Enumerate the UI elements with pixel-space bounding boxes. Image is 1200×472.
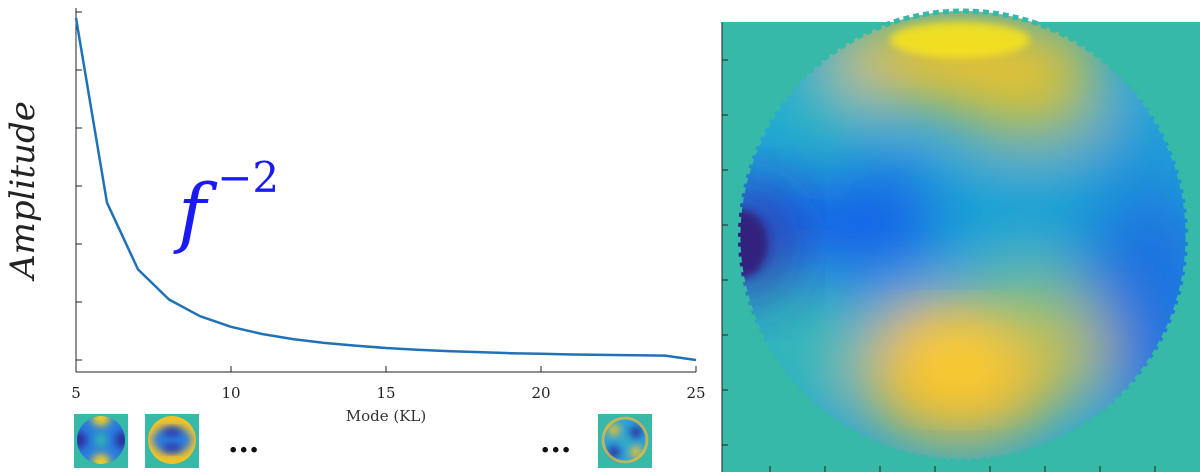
x-tick-labels: 5 10 15 20 25 — [71, 384, 705, 402]
mode-thumbnail-25 — [598, 414, 652, 468]
power-law-annotation: f −2 — [173, 153, 279, 256]
y-axis-title: Amplitude — [3, 101, 43, 282]
x-axis-title: Mode (KL) — [346, 407, 427, 425]
x-tick-label-20: 20 — [531, 384, 550, 402]
amplitude-series-line — [74, 17, 697, 362]
annotation-base: f — [173, 167, 218, 256]
x-tick-label-25: 25 — [686, 384, 705, 402]
x-tick-label-10: 10 — [221, 384, 240, 402]
annotation-exponent: −2 — [217, 153, 279, 202]
phase-map-heatmap — [721, 8, 1200, 472]
y-ticks — [76, 11, 82, 361]
mode-thumbnail-6 — [145, 414, 199, 468]
ellipsis-left: ... — [228, 425, 259, 460]
mode-thumbnail-5 — [74, 414, 128, 468]
ellipsis-right: ... — [540, 425, 571, 460]
x-tick-label-15: 15 — [376, 384, 395, 402]
heatmap-ticks — [722, 59, 1156, 472]
amplitude-line-chart: 5 10 15 20 25 Mode (KL) Amplitude f −2 — [3, 8, 706, 468]
x-ticks — [75, 366, 697, 372]
x-tick-label-5: 5 — [71, 384, 81, 402]
